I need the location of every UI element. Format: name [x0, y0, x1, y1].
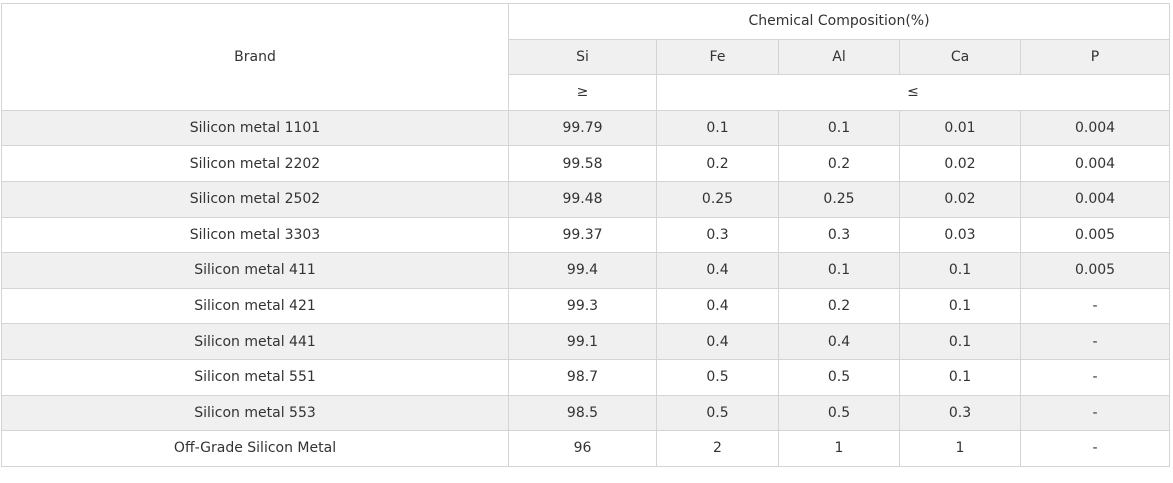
table-cell: 0.01 — [899, 109, 1021, 147]
table-cell: - — [1019, 323, 1171, 360]
table-row: Silicon metal 441 99.1 0.4 0.4 0.1- — [1, 323, 1171, 360]
table-cell: 0.5 — [656, 358, 779, 396]
table-cell: 0.4 — [656, 323, 779, 360]
table-cell: - — [1019, 394, 1171, 432]
table-cell: 0.03 — [899, 216, 1021, 254]
table-cell: 0.3 — [899, 394, 1021, 432]
table-cell: 0.005 — [1019, 216, 1171, 254]
table-row: Silicon metal 1101 99.79 0.1 0.1 0.01 0.004 — [1, 109, 1171, 147]
header-cell: Ca — [899, 38, 1021, 76]
table-cell: - — [1019, 358, 1171, 396]
table-cell: 99.3 — [508, 287, 657, 325]
table-row: Silicon metal 551 98.7 0.5 0.5 0.1- — [1, 358, 1171, 396]
table-cell: 99.4 — [508, 252, 657, 289]
table-cell: - — [1019, 287, 1171, 325]
table-cell: 0.4 — [656, 252, 779, 289]
header-cell: ≥ — [508, 74, 657, 111]
header-cell: Si — [508, 38, 657, 76]
table-cell: 99.58 — [508, 145, 657, 182]
table-row: Off-Grade Silicon Metal 96 2 1 1- — [1, 430, 1171, 467]
table-cell: Silicon metal 411 — [1, 252, 509, 289]
table-cell: 0.3 — [778, 216, 900, 254]
table-cell: 0.004 — [1019, 145, 1171, 182]
table-cell: 98.5 — [508, 394, 657, 432]
table-cell: 0.2 — [778, 145, 900, 182]
table-cell: 0.25 — [778, 180, 900, 218]
composition-table: Brand Chemical Composition(%) Si Fe Al Ca P ≥ ≤ S… — [1, 3, 1171, 467]
table-cell: 0.1 — [656, 109, 779, 147]
table-row: Silicon metal 2202 99.58 0.2 0.2 0.02 0.004 — [1, 145, 1171, 182]
header-cell: Al — [778, 38, 900, 76]
table-cell: - — [1019, 430, 1171, 467]
table-cell: 0.004 — [1019, 109, 1171, 147]
table-cell: 0.004 — [1019, 180, 1171, 218]
table-cell: Silicon metal 421 — [1, 287, 509, 325]
table-cell: 99.37 — [508, 216, 657, 254]
header-cell: ≤ — [655, 74, 1171, 111]
table-cell: 0.1 — [899, 287, 1021, 325]
table-cell: 0.4 — [656, 287, 779, 325]
table-cell: Silicon metal 3303 — [1, 216, 509, 254]
table-cell: 0.5 — [656, 394, 779, 432]
header-cell: P — [1019, 38, 1171, 76]
table-cell: 99.79 — [508, 109, 657, 147]
table-cell: 0.1 — [899, 358, 1021, 396]
table-cell: 99.48 — [508, 180, 657, 218]
table-cell: Silicon metal 1101 — [1, 109, 509, 147]
table-cell: 0.02 — [899, 145, 1021, 182]
header-cell: Fe — [656, 38, 779, 76]
table-cell: 1 — [778, 430, 900, 467]
table-cell: 0.1 — [899, 323, 1021, 360]
table-row: Silicon metal 3303 99.37 0.3 0.3 0.03 0.005 — [1, 216, 1171, 254]
table-cell: Silicon metal 441 — [1, 323, 509, 360]
table-cell: 0.02 — [899, 180, 1021, 218]
table-cell: 0.1 — [899, 252, 1021, 289]
table-row: Silicon metal 553 98.5 0.5 0.5 0.3- — [1, 394, 1171, 432]
table-cell: 98.7 — [508, 358, 657, 396]
table-cell: 0.1 — [778, 252, 900, 289]
table-cell: 0.2 — [656, 145, 779, 182]
table-cell: 0.3 — [656, 216, 779, 254]
table-row: Silicon metal 421 99.3 0.4 0.2 0.1- — [1, 287, 1171, 325]
table-row: Silicon metal 411 99.4 0.4 0.1 0.1 0.005 — [1, 252, 1171, 289]
table-cell: 0.25 — [656, 180, 779, 218]
table-row: Silicon metal 2502 99.48 0.25 0.25 0.02 0.004 — [1, 180, 1171, 218]
table-cell: 0.2 — [778, 287, 900, 325]
table-wrap: Brand Chemical Composition(%) Si Fe Al Ca P ≥ ≤ S… — [1, 3, 1171, 467]
table-cell: 0.5 — [778, 394, 900, 432]
table-cell: 0.5 — [778, 358, 900, 396]
table-cell: Silicon metal 2202 — [1, 145, 509, 182]
table-cell: 0.005 — [1019, 252, 1171, 289]
table-cell: Silicon metal 2502 — [1, 180, 509, 218]
table-cell: 2 — [656, 430, 779, 467]
table-cell: Off-Grade Silicon Metal — [1, 430, 509, 467]
table-cell: 96 — [508, 430, 657, 467]
header-cell: Brand — [1, 3, 509, 111]
table-cell: 99.1 — [508, 323, 657, 360]
table-cell: 1 — [899, 430, 1021, 467]
table-row: ≥ ≤ — [2, 74, 1171, 111]
table-cell: Silicon metal 551 — [1, 358, 509, 396]
header-cell: Chemical Composition(%) — [507, 3, 1171, 40]
table-cell: 0.4 — [778, 323, 900, 360]
table-cell: 0.1 — [778, 109, 900, 147]
table-row: Si Fe Al Ca P — [2, 38, 1171, 76]
table-cell: Silicon metal 553 — [1, 394, 509, 432]
table-row: Brand Chemical Composition(%) — [1, 3, 1171, 111]
